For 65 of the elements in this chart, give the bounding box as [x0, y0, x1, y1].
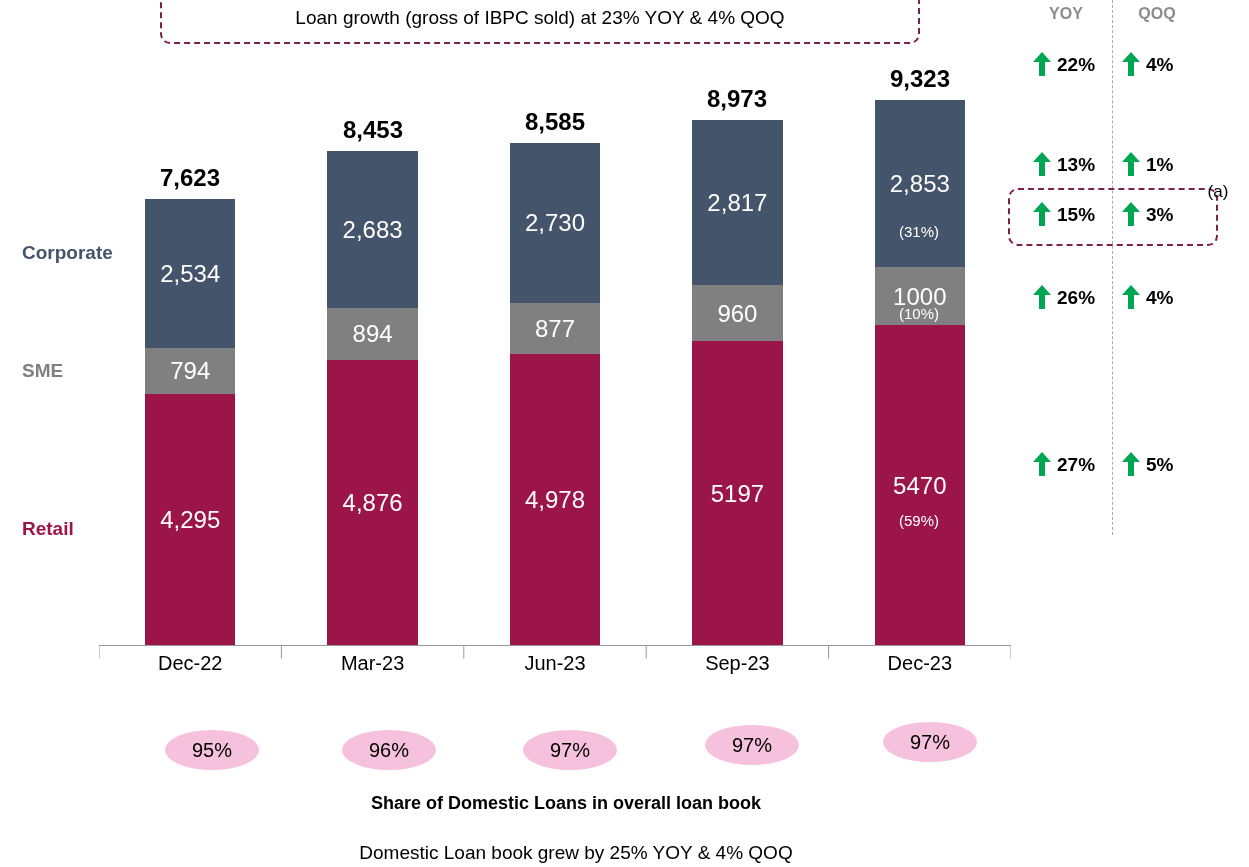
text: 15%: [1057, 204, 1096, 226]
text: 22%: [1057, 54, 1096, 76]
data-label: 4,978: [524, 486, 586, 513]
x-tick-label: Dec-23: [887, 652, 953, 674]
bar: [692, 341, 783, 645]
bar: [692, 285, 783, 342]
text: QOQ: [1138, 5, 1176, 23]
bar: [327, 359, 418, 645]
annotation: (31%): [898, 222, 940, 240]
text: Domestic Loan book grew by 25% YOY & 4% QOQ: [359, 842, 793, 864]
bar: [874, 100, 965, 267]
bar: [509, 302, 601, 354]
text: 4%: [1146, 287, 1174, 309]
data-label: 794: [170, 357, 211, 385]
total-label: 9,323: [890, 65, 951, 92]
data-label: 2,853: [889, 169, 950, 197]
data-label: 5470: [893, 471, 947, 499]
annotation: (10%): [899, 304, 939, 322]
bar: [509, 354, 601, 645]
data-label: 2,730: [524, 209, 586, 237]
text: Share of Domestic Loans in overall loan book: [370, 792, 762, 814]
text: SME: [22, 360, 64, 381]
data-label: 2,683: [342, 215, 403, 243]
text: 95%: [191, 738, 233, 762]
data-label: 877: [534, 314, 576, 342]
bar: [692, 120, 783, 286]
bar: [145, 393, 236, 645]
text: Loan growth (gross of IBPC sold) at 23% YOY & 4% QOQ: [295, 7, 785, 29]
text: Retail: [22, 518, 74, 539]
x-tick-label: Dec-22: [157, 652, 223, 674]
total-label: 8,585: [525, 108, 586, 135]
x-tick-label: Sep-23: [705, 652, 770, 674]
text: 27%: [1057, 454, 1096, 476]
text: 97%: [549, 738, 591, 762]
data-label: 2,817: [707, 189, 768, 217]
bar: [145, 199, 236, 348]
text: 4%: [1146, 54, 1174, 76]
x-tick-label: Mar-23: [340, 652, 405, 674]
text: 97%: [909, 730, 951, 754]
text: YOY: [1049, 5, 1083, 23]
data-label: 894: [352, 320, 393, 348]
text: 26%: [1057, 287, 1096, 309]
annotation: (59%): [898, 511, 940, 529]
text: (a): [1207, 182, 1229, 202]
data-label: 960: [717, 299, 758, 327]
bar: [327, 150, 418, 308]
total-label: 8,973: [707, 85, 768, 112]
text: 97%: [731, 733, 773, 757]
bar: [509, 143, 601, 303]
bar: [874, 325, 965, 645]
x-tick-label: Jun-23: [524, 652, 586, 674]
text: 3%: [1146, 204, 1174, 226]
data-label: 4,876: [342, 488, 403, 516]
text: 13%: [1057, 154, 1096, 176]
bar: [145, 347, 236, 394]
data-label: 2,534: [160, 259, 221, 287]
total-label: 8,453: [343, 116, 404, 143]
text: 96%: [368, 738, 410, 762]
data-label: 4,295: [160, 505, 221, 533]
data-label: 5197: [710, 479, 765, 507]
total-label: 7,623: [160, 164, 221, 191]
text: 5%: [1146, 454, 1174, 476]
text: 1%: [1146, 154, 1174, 176]
series-label: Corporate: [22, 242, 113, 263]
bar: [327, 307, 418, 360]
